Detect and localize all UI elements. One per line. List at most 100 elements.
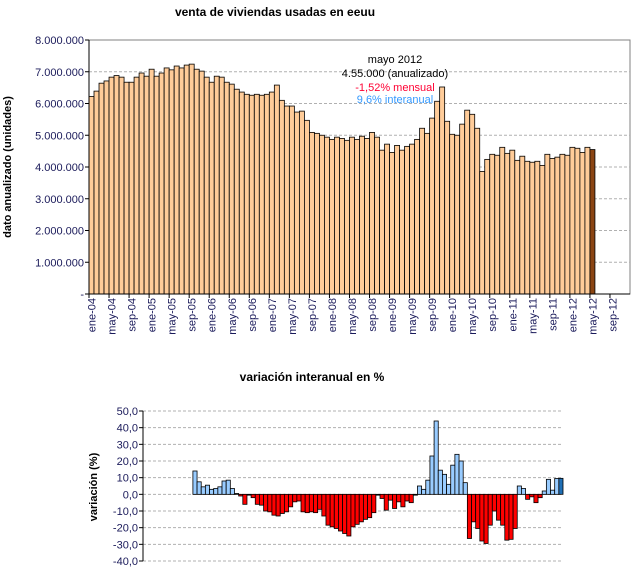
bottom-bar: [238, 493, 244, 497]
bottom-y-tick-label: 20,0: [117, 456, 138, 468]
bottom-bar: [229, 488, 235, 495]
top-bar: [298, 110, 305, 295]
top-bar: [128, 81, 135, 295]
bottom-bar: [483, 493, 489, 544]
bottom-bar: [442, 473, 447, 495]
top-bar: [364, 138, 370, 295]
bottom-bar: [371, 493, 377, 514]
top-bar: [228, 83, 235, 295]
bottom-bar: [392, 493, 398, 509]
bottom-bar: [375, 493, 381, 496]
top-bar: [579, 151, 586, 295]
bottom-y-tick-label: 40,0: [117, 423, 138, 435]
top-bar: [148, 68, 155, 295]
top-bar: [574, 147, 581, 295]
top-bar: [349, 136, 355, 295]
bottom-bar: [292, 493, 298, 503]
top-bar: [233, 88, 240, 295]
top-x-tick-label: ene-04: [87, 298, 99, 332]
top-x-tick-label: sep-10: [487, 298, 499, 332]
top-bar: [283, 105, 290, 295]
bottom-y-tick-label: 0,0: [123, 489, 138, 501]
bottom-bar: [200, 486, 206, 495]
top-bar: [293, 111, 300, 295]
top-bar: [288, 105, 295, 295]
bottom-bar: [446, 483, 452, 495]
bottom-bar: [404, 493, 410, 502]
top-bar: [584, 146, 591, 295]
top-y-tick-label: 8.000.000: [35, 35, 84, 47]
top-bar: [319, 134, 325, 295]
top-bar: [203, 76, 210, 295]
top-bar: [384, 143, 390, 295]
bottom-bar: [217, 486, 223, 495]
top-x-tick-label: ene-10: [447, 298, 459, 332]
top-bar: [539, 165, 546, 295]
top-y-tick-label: 7.000.000: [35, 67, 84, 79]
bottom-bar: [533, 493, 539, 504]
top-x-tick-label: may-12: [587, 298, 599, 335]
top-bar: [118, 76, 125, 295]
top-bar: [303, 119, 310, 295]
top-bar: [113, 75, 120, 295]
top-bar: [589, 149, 596, 295]
bottom-bar: [487, 493, 493, 526]
top-bar: [434, 100, 441, 295]
top-bar: [569, 146, 576, 295]
bottom-bar: [192, 470, 198, 495]
top-y-tick-label: 4.000.000: [35, 162, 84, 174]
top-bar: [188, 63, 195, 295]
bottom-bar: [362, 493, 368, 520]
top-x-tick-label: ene-08: [327, 298, 339, 332]
top-bar: [253, 93, 260, 295]
top-bar: [193, 68, 200, 295]
bottom-bar: [471, 493, 477, 523]
top-bar: [564, 154, 571, 295]
top-x-tick-label: sep-05: [187, 298, 199, 332]
top-x-tick-label: ene-11: [507, 298, 519, 331]
bottom-bar: [537, 493, 543, 499]
bottom-bar: [308, 493, 314, 513]
top-y-tick-label: -: [80, 289, 84, 301]
bottom-bar: [412, 493, 418, 496]
bottom-bar: [429, 455, 435, 495]
annotation-date: mayo 2012: [368, 54, 422, 66]
top-bar: [314, 132, 320, 295]
top-x-tick-label: may-04: [107, 298, 119, 335]
bottom-bar: [346, 493, 352, 537]
top-x-tick-label: may-08: [347, 298, 359, 335]
bottom-bar: [242, 493, 248, 505]
bottom-bar: [437, 469, 443, 495]
top-bar: [524, 160, 531, 295]
top-bar: [389, 151, 395, 295]
bottom-bar: [246, 493, 252, 496]
top-bar: [178, 67, 185, 295]
top-x-tick-label: may-06: [227, 298, 239, 335]
top-bar: [309, 131, 315, 295]
top-bar: [549, 158, 556, 295]
bottom-bar: [558, 477, 564, 495]
top-x-tick-label: ene-07: [267, 298, 279, 332]
bottom-bar: [304, 493, 310, 514]
top-x-tick-label: ene-09: [387, 298, 399, 332]
bottom-bar: [271, 493, 277, 516]
top-bar: [429, 117, 436, 295]
bottom-y-tick-label: 30,0: [117, 439, 138, 451]
top-x-tick-label: ene-06: [207, 298, 219, 332]
bottom-bar: [204, 484, 210, 495]
bottom-bar: [512, 493, 518, 529]
top-bar: [414, 138, 421, 295]
top-bar: [273, 84, 280, 295]
top-bar: [489, 153, 496, 295]
top-bar: [138, 72, 145, 295]
bottom-bar: [288, 493, 294, 508]
bottom-y-tick-label: -10,0: [113, 506, 138, 518]
bottom-bar: [529, 493, 535, 498]
bottom-bar: [329, 493, 335, 528]
top-bar: [504, 152, 511, 295]
top-bar: [464, 109, 471, 295]
bottom-bar: [458, 460, 464, 495]
top-bar: [354, 138, 360, 295]
